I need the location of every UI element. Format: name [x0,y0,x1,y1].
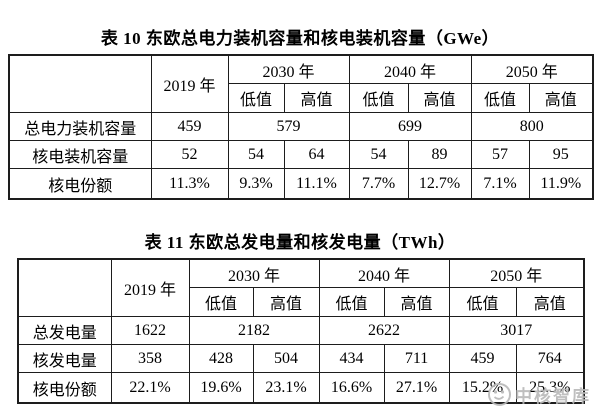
cell-2050: 3017 [448,316,585,345]
cell-2040-high: 89 [407,140,472,169]
t10-header-2040-low: 低值 [348,83,409,113]
cell-2050-high: 764 [515,344,585,373]
t10-header-2040-high: 高值 [407,83,472,113]
t11-header-2040-high: 高值 [383,287,450,317]
cell-2030-high: 504 [252,344,320,373]
t10-header-2050-low: 低值 [470,83,530,113]
t11-header-2040: 2040 年 [318,258,450,288]
row-label: 核发电量 [17,344,112,373]
cell-2040-low: 54 [348,140,409,169]
row-label: 核电份额 [8,168,152,200]
t11-row-nuclear-generation: 核发电量 358 428 504 434 711 459 764 [17,344,585,373]
cell-2040-low: 434 [318,344,385,373]
cell-2040-high: 27.1% [383,372,450,404]
cell-2050-low: 7.1% [470,168,530,200]
t10-row-nuclear-capacity: 核电装机容量 52 54 64 54 89 57 95 [8,140,594,169]
cell-2040-high: 711 [383,344,450,373]
t10-header-2019: 2019 年 [150,54,229,113]
cell-2019: 358 [110,344,190,373]
t10-row-nuclear-share: 核电份额 11.3% 9.3% 11.1% 7.7% 12.7% 7.1% 11… [8,168,594,200]
table10-title: 表 10 东欧总电力装机容量和核电装机容量（GWe） [100,29,500,48]
t11-header-2050: 2050 年 [448,258,585,288]
cell-2030-low: 428 [188,344,254,373]
cell-2050-high: 11.9% [528,168,594,200]
t10-row-total-capacity: 总电力装机容量 459 579 699 800 [8,112,594,141]
t11-header-2030-low: 低值 [188,287,254,317]
cell-2030-low: 19.6% [188,372,254,404]
row-label: 总电力装机容量 [8,112,152,141]
t10-header-2040: 2040 年 [348,54,472,84]
row-label: 总发电量 [17,316,112,345]
cell-2019: 11.3% [150,168,229,200]
t10-corner-cell [8,54,152,113]
cell-2040-low: 7.7% [348,168,409,200]
t11-header-2040-low: 低值 [318,287,385,317]
t10-header-2030-high: 高值 [283,83,350,113]
cell-2030: 2182 [188,316,320,345]
t11-header-2050-high: 高值 [515,287,585,317]
table11: 2019 年 2030 年 2040 年 2050 年 低值 高值 低值 高值 … [17,258,586,404]
cell-2040: 2622 [318,316,450,345]
cell-2040-low: 16.6% [318,372,385,404]
watermark-text: 中核智库 [515,387,591,406]
cell-2019: 459 [150,112,229,141]
t11-row-nuclear-share: 核电份额 22.1% 19.6% 23.1% 16.6% 27.1% 15.2%… [17,372,585,404]
cell-2030: 579 [227,112,350,141]
cell-2030-low: 9.3% [227,168,285,200]
cell-2030-high: 11.1% [283,168,350,200]
t11-corner-cell [17,258,112,317]
t11-header-2050-low: 低值 [448,287,517,317]
t11-header-2030: 2030 年 [188,258,320,288]
cell-2030-high: 23.1% [252,372,320,404]
cell-2050-low: 15.2% [448,372,517,404]
t10-header-2030: 2030 年 [227,54,350,84]
cell-2030-low: 54 [227,140,285,169]
cell-2030-high: 64 [283,140,350,169]
cell-2050: 800 [470,112,594,141]
cell-2050-low: 57 [470,140,530,169]
watermark: 中核智库 [487,382,591,407]
cell-2040: 699 [348,112,472,141]
cell-2040-high: 12.7% [407,168,472,200]
t10-header-2030-low: 低值 [227,83,285,113]
cell-2050-high: 25.3% [515,372,585,404]
table11-title: 表 11 东欧总发电量和核发电量（TWh） [144,233,456,252]
cell-2019: 1622 [110,316,190,345]
cell-2019: 52 [150,140,229,169]
t11-row-total-generation: 总发电量 1622 2182 2622 3017 [17,316,585,345]
t10-header-2050-high: 高值 [528,83,594,113]
cell-2050-low: 459 [448,344,517,373]
t11-header-2030-high: 高值 [252,287,320,317]
t10-header-2050: 2050 年 [470,54,594,84]
cell-2019: 22.1% [110,372,190,404]
t11-header-2019: 2019 年 [110,258,190,317]
cell-2050-high: 95 [528,140,594,169]
row-label: 核电装机容量 [8,140,152,169]
watermark-logo-icon [487,382,512,407]
row-label: 核电份额 [17,372,112,404]
table10: 2019 年 2030 年 2040 年 2050 年 低值 高值 低值 高值 … [8,54,595,200]
